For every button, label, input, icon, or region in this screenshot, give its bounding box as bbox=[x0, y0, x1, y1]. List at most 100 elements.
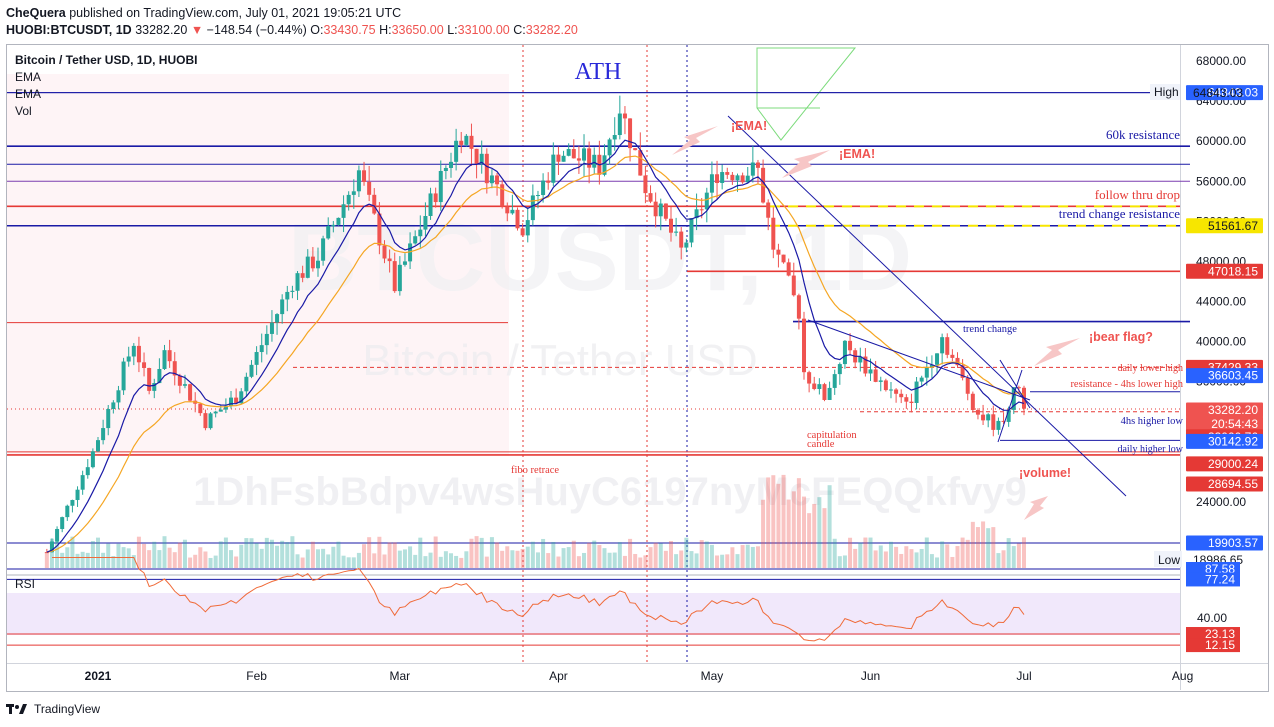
volume-bar bbox=[556, 556, 561, 568]
volume-bar bbox=[970, 521, 975, 568]
volume-bar bbox=[658, 543, 663, 568]
volume-bar bbox=[755, 546, 760, 568]
volume-bar bbox=[525, 546, 530, 568]
candle-body bbox=[142, 362, 147, 368]
flag-lower-line bbox=[997, 369, 1023, 443]
high-tag-value: 64843.03 bbox=[1193, 86, 1243, 100]
arrow-3 bbox=[1034, 338, 1080, 366]
volume-bar bbox=[561, 548, 566, 568]
candle-body bbox=[674, 231, 679, 233]
candle-body bbox=[147, 367, 152, 391]
candle-body bbox=[848, 340, 853, 351]
candle-body bbox=[1011, 387, 1016, 410]
last-price: 33282.20 bbox=[135, 23, 188, 37]
volume-bar bbox=[715, 555, 720, 568]
flag-upper-line bbox=[807, 319, 1031, 401]
open-label: O: bbox=[310, 23, 324, 37]
volume-bar bbox=[500, 550, 505, 568]
candle-body bbox=[571, 149, 576, 159]
legend-ema-2[interactable]: EMA bbox=[15, 87, 42, 101]
candle-body bbox=[622, 113, 627, 119]
volume-bar bbox=[182, 539, 187, 568]
volume-bar bbox=[766, 477, 771, 568]
volume-bar bbox=[142, 543, 147, 568]
x-tick-label: Feb bbox=[246, 669, 267, 683]
price-axis-tag bbox=[1186, 218, 1263, 234]
rsi-axis-tag-text: 77.24 bbox=[1205, 572, 1235, 586]
volume-bar bbox=[275, 545, 280, 568]
volume-bar bbox=[888, 541, 893, 568]
volume-bar bbox=[628, 538, 633, 568]
watermark-address: 1DhFsbBdpv4wsHuyC6197nyMcFEQQkfvy9 bbox=[193, 470, 1027, 514]
price-change: −148.54 (−0.44%) bbox=[206, 23, 307, 37]
volume-bar bbox=[280, 540, 285, 568]
volume-bar bbox=[597, 545, 602, 568]
volume-bar bbox=[965, 539, 970, 568]
x-tick-label: 2021 bbox=[85, 669, 112, 683]
volume-bar bbox=[873, 550, 878, 568]
resistance-4hs-label: resistance - 4hs lower high bbox=[1070, 379, 1183, 390]
candle-body bbox=[520, 228, 525, 236]
candle-body bbox=[735, 175, 740, 181]
candle-body bbox=[90, 451, 95, 468]
volume-bar bbox=[935, 557, 940, 568]
volume-bar bbox=[367, 537, 372, 568]
volume-bar bbox=[1001, 550, 1006, 568]
candle-body bbox=[469, 135, 474, 149]
volume-bar bbox=[397, 550, 402, 568]
candle-body bbox=[883, 380, 888, 391]
candle-body bbox=[495, 175, 500, 185]
candle-body bbox=[996, 420, 1001, 430]
candle-body bbox=[684, 242, 689, 248]
candle-body bbox=[720, 172, 725, 183]
legend-vol[interactable]: Vol bbox=[15, 104, 32, 118]
ema-annotation-1: ¡EMA! bbox=[731, 119, 767, 133]
volume-bar bbox=[111, 556, 116, 568]
candle-body bbox=[945, 337, 950, 355]
candle-body bbox=[264, 333, 269, 346]
legend-ema-1[interactable]: EMA bbox=[15, 70, 42, 84]
candle-body bbox=[372, 194, 377, 214]
volume-bar bbox=[387, 542, 392, 568]
candle-body bbox=[218, 409, 223, 412]
legend-rsi[interactable]: RSI bbox=[15, 577, 36, 591]
daily-lower-high-label: daily lower high bbox=[1117, 363, 1183, 374]
candle-body bbox=[321, 238, 326, 261]
candle-body bbox=[802, 318, 807, 373]
author[interactable]: CheQuera bbox=[6, 6, 66, 20]
volume-bar bbox=[776, 483, 781, 568]
volume-bar bbox=[837, 556, 842, 568]
candle-body bbox=[704, 192, 709, 210]
candle-body bbox=[935, 353, 940, 365]
y-tick-label: 24000.00 bbox=[1196, 495, 1246, 509]
legend-title[interactable]: Bitcoin / Tether USD, 1D, HUOBI bbox=[15, 53, 198, 67]
volume-bar bbox=[60, 552, 65, 568]
candle-body bbox=[638, 150, 643, 176]
volume-bar bbox=[960, 537, 965, 568]
volume-bar bbox=[454, 555, 459, 568]
volume-bar bbox=[668, 541, 673, 568]
volume-bar bbox=[172, 552, 177, 568]
footer-brand[interactable]: TradingView bbox=[34, 702, 101, 716]
candle-body bbox=[842, 340, 847, 365]
candle-body bbox=[116, 390, 121, 403]
volume-bar bbox=[720, 554, 725, 568]
low-tag-bg bbox=[1154, 551, 1182, 567]
volume-bar bbox=[157, 550, 162, 568]
candle-body bbox=[817, 384, 822, 390]
candle-body bbox=[377, 213, 382, 246]
volume-bar bbox=[162, 536, 167, 568]
candle-body bbox=[249, 364, 254, 377]
candle-body bbox=[970, 393, 975, 411]
price-axis-tag bbox=[1186, 456, 1263, 472]
candle-body bbox=[755, 162, 760, 168]
candle-body bbox=[1006, 409, 1011, 422]
volume-bar bbox=[950, 556, 955, 568]
candle-body bbox=[878, 380, 883, 382]
candle-body bbox=[244, 376, 249, 392]
candle-body bbox=[694, 209, 699, 219]
candle-body bbox=[919, 377, 924, 382]
candle-body bbox=[888, 389, 893, 391]
candle-body bbox=[167, 350, 172, 362]
volume-bar bbox=[249, 538, 254, 568]
